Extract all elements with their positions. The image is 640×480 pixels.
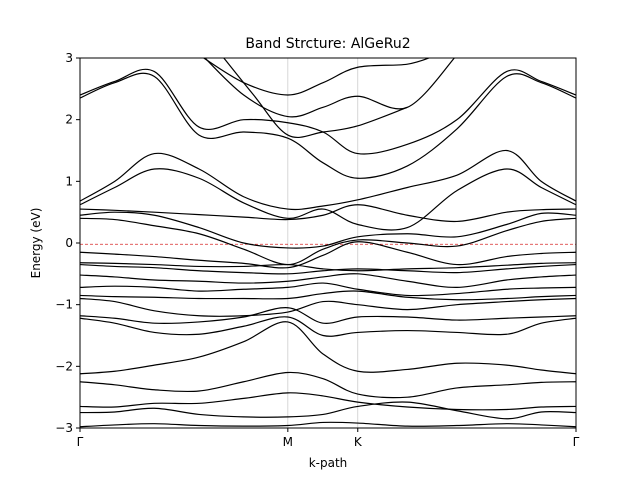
band-line bbox=[80, 241, 576, 269]
band-line bbox=[80, 392, 576, 411]
band-line bbox=[80, 290, 576, 301]
x-tick-label: Γ bbox=[77, 435, 84, 449]
band-line bbox=[80, 204, 576, 223]
band-line bbox=[80, 321, 576, 375]
y-tick-label: −2 bbox=[55, 359, 73, 373]
band-line bbox=[80, 211, 576, 249]
y-tick-label: 1 bbox=[65, 174, 73, 188]
band-line bbox=[80, 307, 576, 324]
y-axis-label: Energy (eV) bbox=[29, 208, 43, 279]
band-line bbox=[80, 217, 576, 266]
band-line bbox=[80, 263, 576, 275]
x-tick-label: Γ bbox=[573, 435, 580, 449]
x-tick-label: K bbox=[354, 435, 363, 449]
plot-area bbox=[80, 58, 576, 428]
band-line bbox=[80, 401, 576, 420]
band-line bbox=[80, 149, 576, 211]
y-tick-label: 3 bbox=[65, 51, 73, 65]
band-line bbox=[80, 262, 576, 272]
y-tick-label: −3 bbox=[55, 421, 73, 435]
x-axis-label: k-path bbox=[309, 456, 348, 470]
chart-title: Band Strcture: AlGeRu2 bbox=[245, 36, 410, 52]
band-line bbox=[223, 58, 408, 139]
y-axis-ticks: −3 −2 −1 0 1 2 3 bbox=[55, 51, 80, 435]
band-line bbox=[80, 316, 576, 337]
y-tick-label: 0 bbox=[65, 236, 73, 250]
band-line bbox=[80, 72, 576, 179]
band-line bbox=[80, 371, 576, 399]
y-tick-label: 2 bbox=[65, 113, 73, 127]
x-tick-label: M bbox=[283, 435, 293, 449]
band-line bbox=[204, 58, 456, 118]
band-line bbox=[80, 168, 576, 231]
band-line bbox=[80, 421, 576, 428]
band-line bbox=[80, 297, 576, 317]
y-tick-label: −1 bbox=[55, 298, 73, 312]
band-line bbox=[80, 282, 576, 297]
band-line bbox=[80, 273, 576, 289]
